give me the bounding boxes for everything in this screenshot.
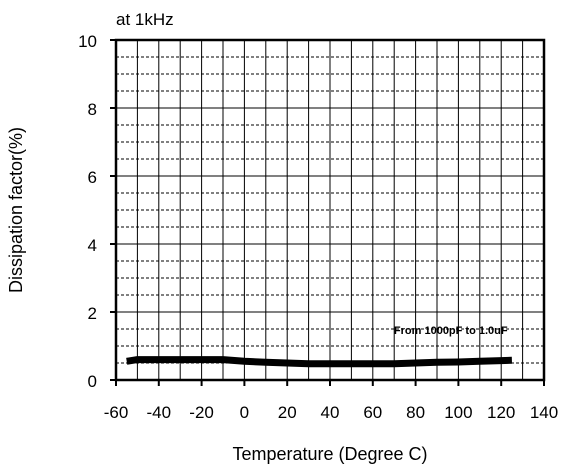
x-tick-label: -60 bbox=[104, 403, 129, 422]
y-tick-label: 2 bbox=[88, 304, 97, 323]
x-axis-title: Temperature (Degree C) bbox=[232, 444, 427, 464]
x-tick-label: 20 bbox=[278, 403, 297, 422]
y-tick-label: 4 bbox=[88, 236, 97, 255]
y-tick-label: 0 bbox=[88, 372, 97, 391]
y-axis-title: Dissipation factor(%) bbox=[6, 127, 26, 293]
x-tick-label: 80 bbox=[406, 403, 425, 422]
series-line bbox=[126, 356, 512, 368]
x-tick-label: 140 bbox=[530, 403, 558, 422]
y-tick-label: 8 bbox=[88, 100, 97, 119]
x-tick-label: 120 bbox=[487, 403, 515, 422]
x-tick-label: 60 bbox=[363, 403, 382, 422]
x-tick-label: 40 bbox=[321, 403, 340, 422]
x-tick-label: 0 bbox=[240, 403, 249, 422]
x-tick-label: -40 bbox=[147, 403, 172, 422]
y-tick-label: 10 bbox=[78, 32, 97, 51]
x-tick-label: 100 bbox=[444, 403, 472, 422]
series-annotation: From 1000pF to 1.0uF bbox=[394, 325, 508, 337]
y-tick-label: 6 bbox=[88, 168, 97, 187]
x-tick-label: -20 bbox=[189, 403, 214, 422]
chart-title: at 1kHz bbox=[116, 10, 174, 29]
